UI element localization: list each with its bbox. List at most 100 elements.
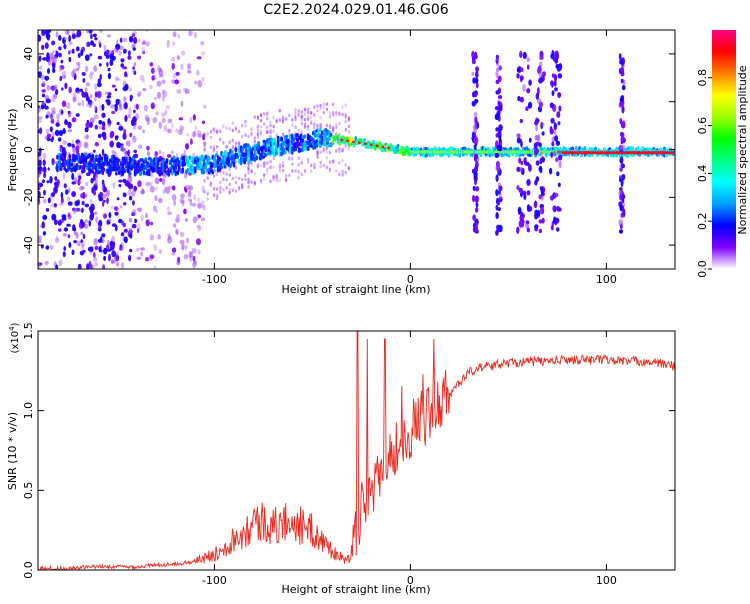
- spectrogram-cell: [539, 55, 544, 60]
- spectrogram-cell: [114, 47, 119, 53]
- spectrogram-cell: [76, 46, 80, 52]
- spectrogram-cell: [549, 102, 554, 109]
- spectrogram-cell: [145, 30, 149, 33]
- spectrogram-cell: [300, 110, 303, 114]
- spectrogram-cell: [107, 72, 111, 80]
- spectrogram-cell: [160, 171, 164, 176]
- colorbar-tick-label: 0.4: [696, 165, 709, 183]
- spectrogram-cell: [104, 91, 110, 95]
- spectrogram-cell: [110, 258, 114, 265]
- spectrogram-cell: [136, 223, 141, 230]
- spectrogram-cell: [71, 48, 75, 54]
- spectrogram-cell: [105, 157, 109, 162]
- spectrogram-cell: [153, 96, 158, 101]
- spectrogram-cell: [152, 116, 158, 124]
- spectrogram-cell: [256, 135, 260, 140]
- spectrogram-cell: [94, 245, 99, 251]
- spectrogram-cell: [328, 150, 332, 155]
- spectrogram-cell: [181, 243, 185, 251]
- spectrogram-cell: [338, 161, 341, 165]
- spectrogram-cell: [319, 115, 322, 120]
- spectrogram-cell: [62, 233, 67, 237]
- spectrogram-cell: [247, 171, 250, 175]
- spectrogram-cell: [145, 257, 150, 262]
- spectrogram-cell: [63, 246, 66, 251]
- spectrogram-cell: [472, 214, 476, 221]
- spectrogram-cell: [41, 30, 46, 36]
- spectrogram-cell: [71, 30, 75, 35]
- snr-ytick-label: 0.0: [22, 561, 35, 579]
- spectrogram-cell: [197, 80, 203, 88]
- spectrogram-cell: [167, 172, 171, 176]
- spectrogram-cell: [186, 159, 190, 163]
- spectrogram-cell: [519, 118, 523, 124]
- spectrogram-cell: [84, 54, 90, 61]
- spectrogram-cell: [222, 170, 225, 175]
- spectrogram-cell: [263, 164, 266, 168]
- spectrogram-cell: [338, 121, 341, 126]
- spectrogram-cell: [212, 130, 216, 134]
- spectrogram-cell: [102, 134, 107, 141]
- spectrogram-cell: [98, 197, 104, 202]
- spectrogram-cell: [128, 36, 134, 43]
- spectrogram-cell: [344, 103, 347, 107]
- spectrogram-cell: [72, 96, 77, 103]
- spectrogram-cell: [61, 214, 67, 219]
- spectrogram-cell: [288, 156, 291, 160]
- spectrogram-cell: [178, 117, 183, 121]
- spectrogram-cell: [494, 152, 500, 158]
- spectrogram-cell: [300, 161, 303, 166]
- spectrogram-cell: [39, 127, 43, 135]
- spectrogram-cell: [80, 219, 83, 224]
- spectrogram-cell: [495, 204, 499, 211]
- spectrogram-cell: [56, 235, 59, 241]
- spectrogram-cell: [109, 50, 114, 55]
- spectrogram-cell: [58, 259, 63, 267]
- spectrogram-cell: [46, 133, 52, 138]
- spectrogram-cell: [46, 180, 50, 184]
- spectrogram-cell: [167, 211, 172, 215]
- spectrogram-cell: [192, 255, 196, 262]
- spectrogram-cell: [475, 161, 478, 166]
- spectrogram-cell: [42, 214, 48, 221]
- spectrogram-cell: [290, 150, 294, 155]
- spectrogram-cell: [56, 113, 60, 121]
- spectrogram-cell: [667, 151, 671, 155]
- spectrogram-cell: [278, 169, 282, 173]
- spectrogram-cell: [149, 84, 153, 90]
- spectrogram-cell: [162, 189, 166, 195]
- spectrogram-cell: [54, 84, 58, 91]
- spectrogram-cell: [310, 115, 313, 120]
- spectrogram-cell: [162, 90, 168, 98]
- spectrogram-cell: [223, 154, 227, 159]
- spectrogram-cell: [534, 120, 539, 126]
- spectrogram-cell: [670, 151, 674, 155]
- spectrogram-cell: [133, 121, 136, 126]
- spectrogram-cell: [105, 54, 110, 59]
- spectrogram-cell: [623, 151, 627, 155]
- spectrogram-cell: [161, 112, 166, 118]
- spectrogram-cell: [94, 83, 98, 90]
- spectrogram-cell: [80, 48, 84, 57]
- spectrogram-cell: [306, 160, 310, 165]
- spectrogram-cell: [557, 207, 562, 212]
- spectrogram-cell: [67, 201, 73, 206]
- spectrogram-cell: [61, 70, 67, 77]
- spectrogram-cell: [263, 173, 266, 177]
- spectrogram-cell: [525, 106, 529, 111]
- spectrogram-cell: [247, 162, 250, 166]
- spectrogram-cell: [110, 205, 114, 209]
- colorbar-gradient: [712, 30, 736, 269]
- spectrogram-cell: [622, 208, 626, 216]
- spectrogram-cell: [297, 156, 300, 160]
- spectrogram-cell: [396, 144, 400, 149]
- spectrogram-cell: [64, 82, 68, 90]
- spectrogram-cell: [52, 68, 56, 74]
- spectrogram-cell: [137, 91, 142, 95]
- spectrogram-cell: [257, 149, 261, 155]
- spectrogram-cell: [516, 166, 521, 172]
- spectrogram-cell: [53, 219, 58, 226]
- spectrogram-cell: [187, 198, 192, 202]
- spectrogram-cell: [162, 151, 165, 158]
- spectrogram-cell: [186, 237, 189, 244]
